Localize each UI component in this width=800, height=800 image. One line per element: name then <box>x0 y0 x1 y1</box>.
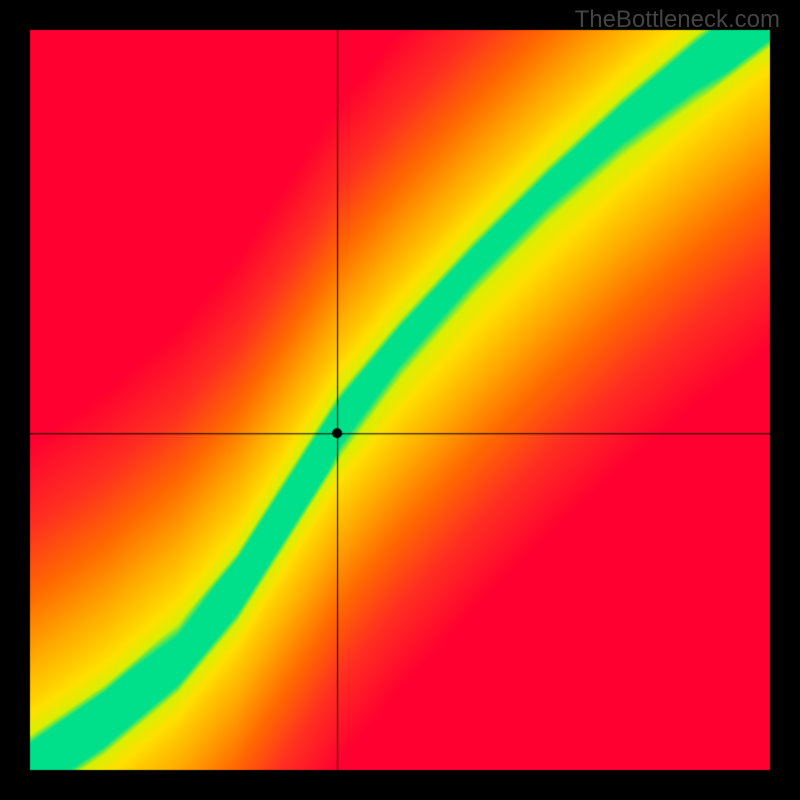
heatmap-canvas <box>0 0 800 800</box>
chart-container: TheBottleneck.com <box>0 0 800 800</box>
watermark-text: TheBottleneck.com <box>575 6 780 34</box>
